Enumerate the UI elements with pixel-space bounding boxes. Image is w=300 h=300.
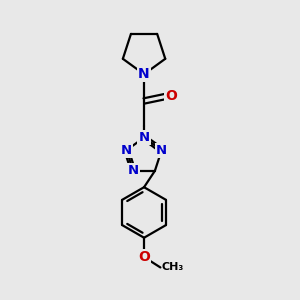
Text: N: N — [128, 164, 139, 177]
Text: CH₃: CH₃ — [162, 262, 184, 272]
Text: N: N — [156, 144, 167, 157]
Text: N: N — [139, 131, 150, 144]
Text: N: N — [121, 144, 132, 157]
Text: O: O — [166, 89, 177, 103]
Text: N: N — [138, 67, 150, 81]
Text: O: O — [138, 250, 150, 264]
